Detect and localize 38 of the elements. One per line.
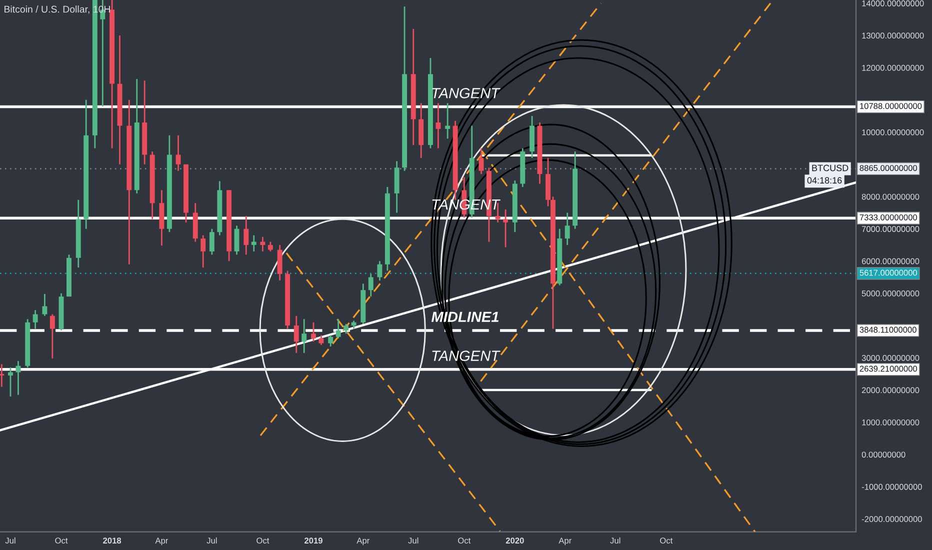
ref-line-label: 7333.00000000 [860,214,918,220]
ref-line-label: 2639.21000000 [860,366,918,372]
annotation: TANGENT [432,350,500,361]
ref-line-label: 8865.00000000 [860,165,918,171]
y-tick-label: -2000.00000000 [862,516,922,522]
x-tick-label: Oct [660,538,673,544]
x-tick-label: Oct [458,538,471,544]
x-tick-label: Apr [155,538,168,546]
y-tick-label: 6000.00000000 [862,258,920,264]
x-tick-label: Oct [256,538,270,544]
annotation: 04:18:16 [807,177,842,184]
x-tick-label: Jul [206,537,217,544]
y-tick-label: 2000.00000000 [862,387,920,394]
x-tick-label: 2020 [506,538,524,544]
y-tick-label: 0.00000000 [862,452,906,458]
x-tick-label: 2018 [103,538,122,544]
y-tick-label: 8000.00000000 [862,194,920,200]
y-tick-label: 7000.00000000 [862,226,920,232]
ref-line-label: 5617.00000000 [860,270,918,276]
y-tick-label: 3000.00000000 [862,354,920,361]
annotation: BTCUSD [812,164,848,172]
x-tick-label: Apr [356,538,370,546]
x-tick-label: Apr [558,538,572,546]
y-tick-label: 1000.00000000 [862,419,920,426]
y-tick-label: 12000.00000000 [862,64,924,71]
ref-line-label: 3848.11000000 [860,326,916,333]
y-tick-label: 10000.00000000 [862,129,924,136]
y-tick-label: 13000.00000000 [862,32,924,39]
x-tick-label: Jul [610,537,620,544]
ref-line-label: 10788.00000000 [860,103,922,109]
x-tick-label: Jul [408,537,418,544]
x-tick-label: Jul [5,537,16,544]
x-tick-label: Oct [55,538,68,544]
y-tick-label: 14000.00000000 [862,0,924,6]
y-tick-label: 5000.00000000 [862,290,920,296]
x-tick-label: 2019 [304,538,322,544]
annotation: MIDLINE1 [431,312,498,322]
y-tick-label: -1000.00000000 [862,484,922,490]
